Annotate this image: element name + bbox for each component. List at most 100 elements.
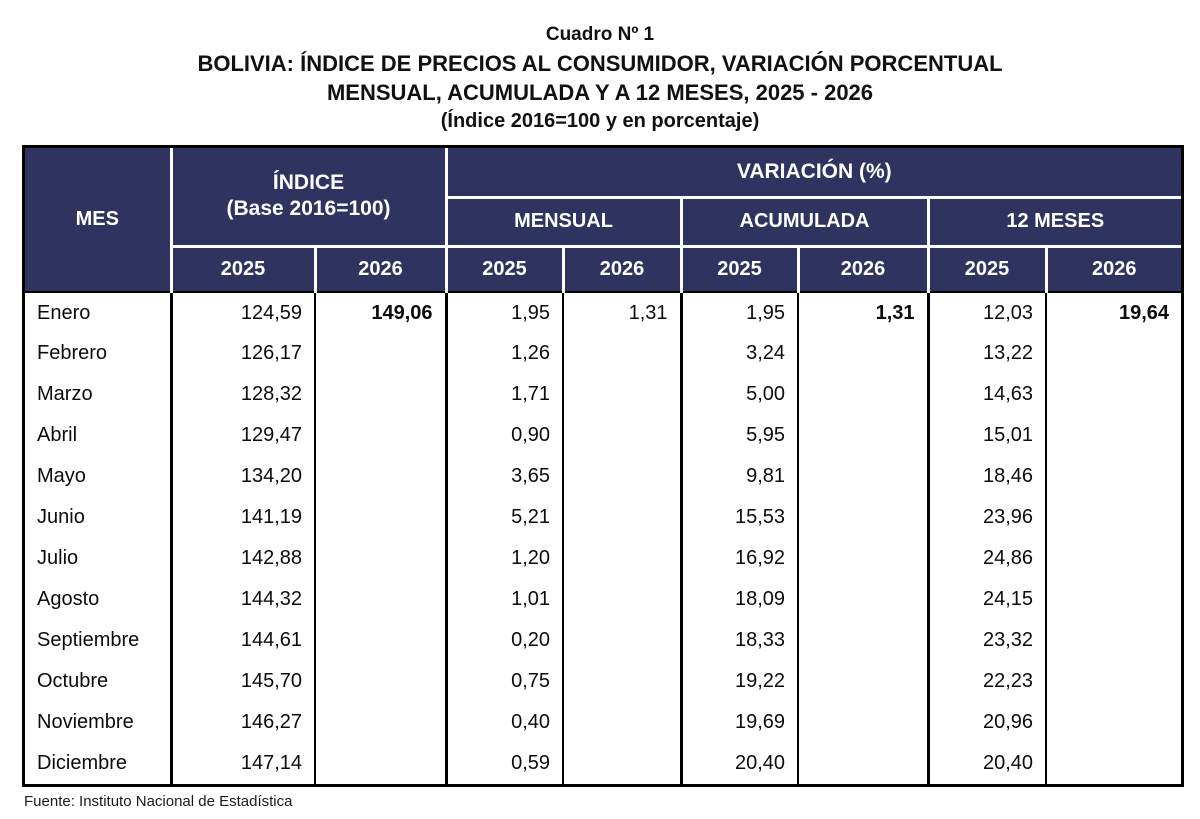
cell-month: Enero: [25, 292, 173, 333]
cell-mensual-2026: [563, 456, 683, 497]
cell-mensual-2026: [563, 497, 683, 538]
table-row: Abril 129,47 0,90 5,95 15,01: [25, 415, 1182, 456]
cell-indice-2025: 145,70: [171, 661, 316, 702]
table-row: Marzo 128,32 1,71 5,00 14,63: [25, 374, 1182, 415]
cell-acumulada-2026: [798, 538, 930, 579]
cell-month: Noviembre: [25, 702, 173, 743]
header-year-acumulada-2026: 2026: [798, 246, 930, 293]
cell-acumulada-2026: 1,31: [798, 292, 930, 333]
cell-acumulada-2025: 15,53: [681, 497, 800, 538]
cell-month: Abril: [25, 415, 173, 456]
cell-month: Diciembre: [25, 743, 173, 784]
cell-12meses-2025: 23,32: [928, 620, 1048, 661]
cell-12meses-2026: [1046, 374, 1182, 415]
cell-month: Febrero: [25, 333, 173, 374]
cell-12meses-2025: 14,63: [928, 374, 1048, 415]
cell-indice-2026: [315, 620, 448, 661]
caption-line-4: (Índice 2016=100 y en porcentaje): [440, 110, 760, 132]
cell-mensual-2026: [563, 743, 683, 784]
cell-mensual-2026: [563, 702, 683, 743]
header-row-1: MES ÍNDICE (Base 2016=100) VARIACIÓN (%): [25, 148, 1182, 293]
source-note: Fuente: Instituto Nacional de Estadístic…: [24, 793, 293, 810]
ipc-table: MES ÍNDICE (Base 2016=100) VARIACIÓN (%)…: [25, 148, 1182, 784]
header-row-2: MENSUAL ACUMULADA 12 MESES: [25, 197, 1182, 248]
cell-indice-2026: [315, 374, 448, 415]
cell-mensual-2025: 0,90: [446, 415, 565, 456]
cell-acumulada-2026: [798, 456, 930, 497]
cell-indice-2026: [315, 579, 448, 620]
cell-12meses-2026: [1046, 497, 1182, 538]
cell-indice-2026: [315, 333, 448, 374]
table-row: Noviembre 146,27 0,40 19,69 20,96: [25, 702, 1182, 743]
cell-indice-2025: 134,20: [171, 456, 316, 497]
cell-indice-2026: [315, 456, 448, 497]
cell-month: Julio: [25, 538, 173, 579]
cell-indice-2025: 128,32: [171, 374, 316, 415]
cell-acumulada-2026: [798, 333, 930, 374]
cell-acumulada-2026: [798, 702, 930, 743]
caption-line-3: MENSUAL, ACUMULADA Y A 12 MESES, 2025 - …: [326, 80, 874, 105]
cell-acumulada-2025: 18,33: [681, 620, 800, 661]
cell-12meses-2026: [1046, 538, 1182, 579]
header-year-12meses-2025: 2025: [928, 246, 1048, 293]
cell-acumulada-2025: 19,69: [681, 702, 800, 743]
cell-indice-2025: 144,61: [171, 620, 316, 661]
cell-mensual-2025: 0,40: [446, 702, 565, 743]
cell-mensual-2025: 5,21: [446, 497, 565, 538]
cell-mensual-2025: 1,01: [446, 579, 565, 620]
cell-mensual-2026: [563, 538, 683, 579]
cell-acumulada-2026: [798, 620, 930, 661]
cell-indice-2025: 146,27: [171, 702, 316, 743]
cell-indice-2025: 126,17: [171, 333, 316, 374]
cell-mensual-2026: [563, 661, 683, 702]
cell-mensual-2025: 0,20: [446, 620, 565, 661]
cell-indice-2025: 142,88: [171, 538, 316, 579]
cell-mensual-2026: [563, 415, 683, 456]
cell-12meses-2026: [1046, 702, 1182, 743]
header-row-3: 2025 2026 2025 2026 2025 2026 2025 2026: [25, 246, 1182, 293]
cell-mensual-2026: [563, 620, 683, 661]
caption-line-1: Cuadro Nº 1: [545, 24, 655, 45]
table-row: Mayo 134,20 3,65 9,81 18,46: [25, 456, 1182, 497]
cell-acumulada-2025: 20,40: [681, 743, 800, 784]
cell-indice-2026: [315, 743, 448, 784]
cell-mensual-2025: 0,75: [446, 661, 565, 702]
cell-acumulada-2025: 9,81: [681, 456, 800, 497]
header-indice: ÍNDICE (Base 2016=100): [171, 148, 448, 248]
table-row: Febrero 126,17 1,26 3,24 13,22: [25, 333, 1182, 374]
table-row: Octubre 145,70 0,75 19,22 22,23: [25, 661, 1182, 702]
cell-12meses-2025: 12,03: [928, 292, 1048, 333]
cell-12meses-2025: 20,96: [928, 702, 1048, 743]
cell-acumulada-2025: 19,22: [681, 661, 800, 702]
cell-indice-2025: 124,59: [171, 292, 316, 333]
cell-12meses-2026: [1046, 743, 1182, 784]
cell-indice-2026: [315, 415, 448, 456]
cell-12meses-2025: 13,22: [928, 333, 1048, 374]
cell-acumulada-2025: 3,24: [681, 333, 800, 374]
cell-mensual-2025: 3,65: [446, 456, 565, 497]
header-year-indice-2025: 2025: [171, 246, 317, 293]
cell-indice-2026: [315, 497, 448, 538]
cell-mensual-2025: 1,71: [446, 374, 565, 415]
cell-acumulada-2025: 5,00: [681, 374, 800, 415]
header-year-12meses-2026: 2026: [1046, 246, 1182, 293]
header-year-acumulada-2025: 2025: [681, 246, 800, 293]
cell-12meses-2025: 23,96: [928, 497, 1048, 538]
header-acumulada: ACUMULADA: [681, 197, 930, 248]
cell-12meses-2025: 18,46: [928, 456, 1048, 497]
cell-mensual-2026: [563, 333, 683, 374]
cell-mensual-2025: 1,95: [446, 292, 565, 333]
cell-acumulada-2026: [798, 497, 930, 538]
cell-12meses-2026: [1046, 620, 1182, 661]
cell-acumulada-2025: 16,92: [681, 538, 800, 579]
cell-12meses-2025: 24,86: [928, 538, 1048, 579]
cell-12meses-2026: [1046, 415, 1182, 456]
cell-indice-2025: 141,19: [171, 497, 316, 538]
cell-acumulada-2026: [798, 415, 930, 456]
cell-mensual-2026: 1,31: [563, 292, 683, 333]
table-row: Junio 141,19 5,21 15,53 23,96: [25, 497, 1182, 538]
cell-indice-2026: 149,06: [315, 292, 448, 333]
cell-month: Septiembre: [25, 620, 173, 661]
header-indice-line-1: ÍNDICE: [272, 171, 345, 195]
